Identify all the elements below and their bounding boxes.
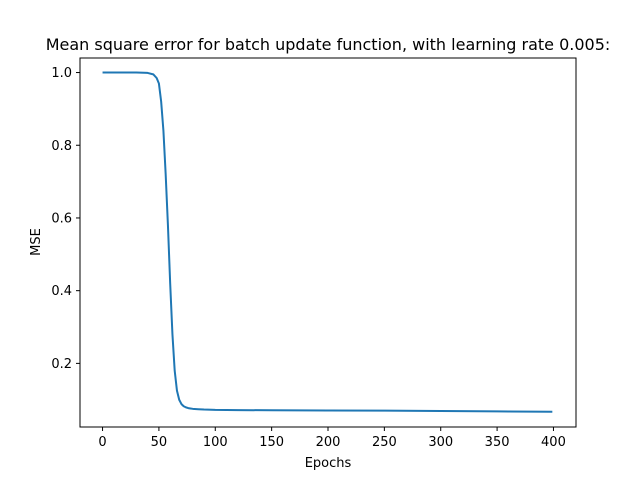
series-layer (102, 71, 553, 413)
y-tick-label: 1.0 (51, 66, 72, 81)
y-tick-label: 0.4 (51, 284, 72, 299)
x-tick-label: 0 (98, 435, 106, 450)
x-tick-label: 300 (428, 435, 453, 450)
x-axis-ticks: 0 50 100 150 200 250 300 350 400 (98, 427, 566, 450)
x-tick-label: 100 (203, 435, 228, 450)
x-axis-label: Epochs (305, 456, 352, 471)
x-tick-label: 150 (259, 435, 284, 450)
y-tick-label: 0.8 (51, 139, 72, 154)
x-tick-label: 250 (372, 435, 397, 450)
x-tick-label: 200 (316, 435, 341, 450)
y-axis-ticks: 0.2 0.4 0.6 0.8 1.0 (51, 66, 80, 372)
x-tick-label: 50 (151, 435, 168, 450)
mse-series-line (102, 71, 553, 413)
x-tick-label: 350 (485, 435, 510, 450)
x-tick-label: 400 (541, 435, 566, 450)
y-axis-label: MSE (29, 228, 44, 256)
plot-area (79, 57, 577, 428)
y-tick-label: 0.6 (51, 211, 72, 226)
y-tick-label: 0.2 (51, 357, 72, 372)
chart-title: Mean square error for batch update funct… (46, 35, 611, 54)
